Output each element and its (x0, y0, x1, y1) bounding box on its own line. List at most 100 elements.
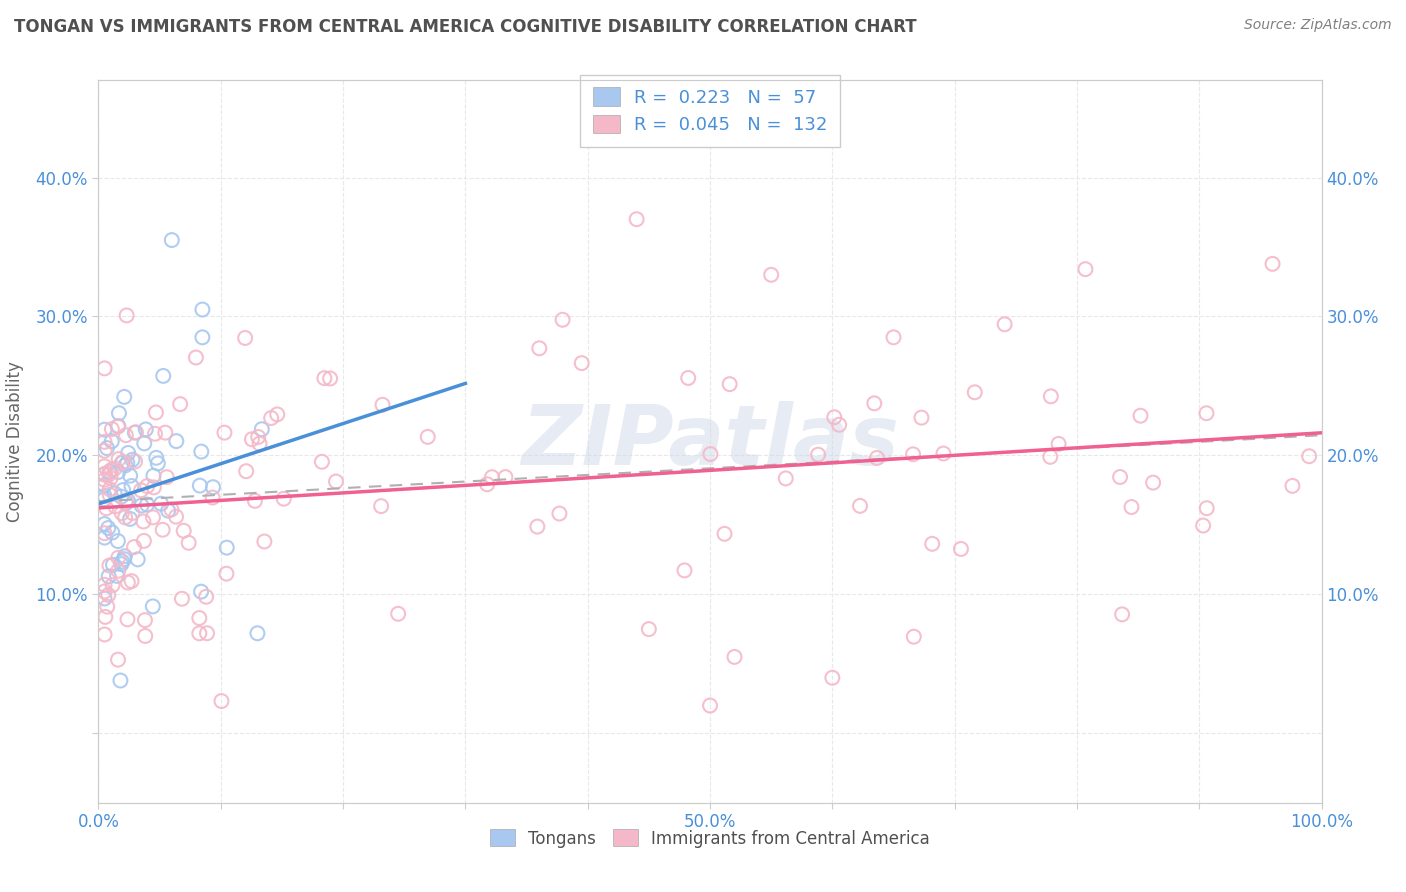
Point (114, 493, 136, 508)
Point (101, 525, 124, 540)
Point (93, 627, 115, 641)
Point (142, 510, 165, 524)
Point (626, 212, 648, 227)
Point (201, 491, 224, 505)
Point (114, 549, 136, 564)
Point (135, 422, 157, 436)
Point (93, 591, 115, 606)
Point (136, 498, 159, 512)
Point (202, 480, 225, 494)
Point (910, 410, 932, 425)
Point (101, 422, 124, 436)
Point (145, 405, 167, 419)
Point (142, 468, 165, 483)
Point (699, 447, 721, 461)
Point (93, 434, 115, 449)
Point (117, 494, 139, 508)
Point (120, 512, 142, 526)
Point (823, 410, 845, 425)
Point (143, 426, 166, 441)
Point (477, 477, 499, 491)
Point (1047, 437, 1070, 451)
Point (97, 569, 120, 583)
Point (921, 537, 943, 551)
Point (235, 464, 257, 478)
Point (142, 599, 165, 614)
Point (1261, 257, 1284, 271)
Point (124, 454, 146, 468)
Point (637, 622, 661, 636)
Point (165, 434, 187, 449)
Point (112, 552, 135, 566)
Point (103, 486, 125, 500)
Point (177, 536, 200, 550)
Point (134, 629, 156, 643)
Point (215, 541, 238, 555)
Point (129, 483, 152, 498)
Point (1298, 449, 1320, 463)
Point (107, 419, 129, 434)
Point (214, 425, 236, 440)
Point (134, 436, 156, 450)
Point (93, 459, 115, 474)
Point (146, 457, 169, 471)
Point (121, 574, 143, 588)
Point (1281, 479, 1303, 493)
Point (93, 473, 115, 487)
Point (127, 552, 149, 566)
Point (112, 455, 135, 469)
Point (152, 368, 174, 383)
Point (1129, 409, 1152, 423)
Point (112, 390, 135, 404)
Point (111, 456, 134, 470)
Point (676, 371, 699, 385)
Point (723, 649, 745, 664)
Point (551, 312, 574, 326)
Point (529, 341, 551, 355)
Point (718, 377, 741, 392)
Point (775, 471, 797, 485)
Point (215, 566, 238, 581)
Point (191, 302, 214, 317)
Point (142, 480, 165, 494)
Point (160, 233, 183, 247)
Point (114, 510, 136, 524)
Point (932, 446, 955, 460)
Point (125, 425, 148, 440)
Point (821, 671, 844, 685)
Text: TONGAN VS IMMIGRANTS FROM CENTRAL AMERICA COGNITIVE DISABILITY CORRELATION CHART: TONGAN VS IMMIGRANTS FROM CENTRAL AMERIC… (14, 18, 917, 36)
Point (132, 515, 155, 529)
Point (93, 517, 115, 532)
Point (93, 526, 115, 541)
Point (93, 584, 115, 599)
Point (266, 408, 288, 422)
Point (93, 578, 115, 592)
Point (111, 555, 134, 569)
Point (249, 436, 271, 450)
Point (93, 443, 115, 458)
Text: ZIPatlas: ZIPatlas (522, 401, 898, 482)
Point (98, 467, 121, 482)
Point (195, 590, 218, 604)
Point (253, 534, 276, 549)
Point (863, 396, 886, 410)
Point (96, 441, 118, 455)
Point (117, 446, 139, 460)
Point (104, 500, 127, 514)
Point (117, 456, 139, 470)
Point (170, 591, 193, 606)
Point (370, 499, 392, 513)
Point (761, 268, 783, 282)
Point (115, 309, 138, 323)
Point (117, 575, 139, 590)
Point (150, 497, 173, 511)
Point (173, 524, 195, 538)
Point (1074, 262, 1097, 277)
Point (387, 607, 409, 621)
Point (209, 694, 232, 708)
Point (122, 540, 145, 554)
Point (97, 521, 120, 535)
Point (93, 492, 115, 507)
Point (93, 467, 115, 482)
Point (325, 475, 347, 489)
